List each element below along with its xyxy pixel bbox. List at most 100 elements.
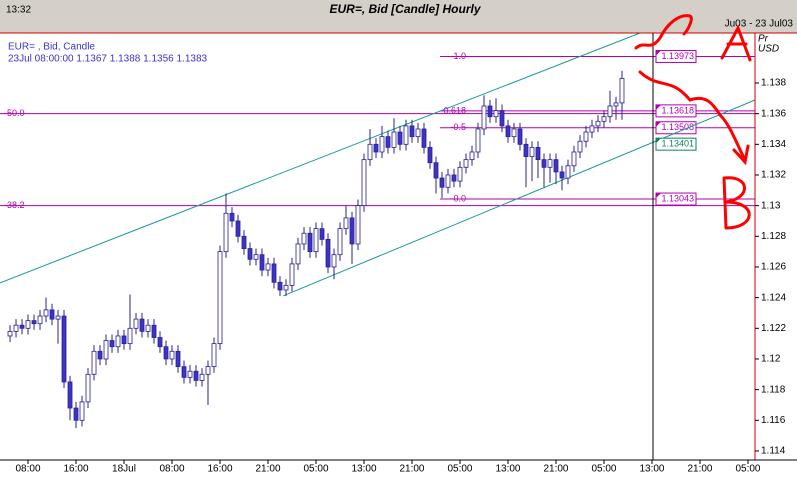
candle-body (355, 205, 361, 245)
x-tick-label: 05:00 (735, 464, 760, 475)
price-box (655, 192, 697, 206)
y-tick-label: 1.132 (761, 170, 786, 181)
candle-body (13, 324, 19, 332)
candle-body (121, 335, 127, 345)
candle-body (589, 125, 595, 133)
candle-body (319, 228, 325, 240)
x-tick-label: 16:00 (64, 464, 89, 475)
candle-body (25, 320, 31, 329)
x-tick-label: 21:00 (255, 464, 280, 475)
y-tick-label: 1.122 (761, 323, 786, 334)
candle-body (535, 146, 541, 161)
candle-body (163, 346, 169, 360)
candle-body (133, 318, 139, 329)
x-tick-label: 13:00 (639, 464, 664, 475)
y-tick-label: 1.124 (761, 292, 786, 303)
candle-body (547, 159, 553, 168)
candle-body (505, 125, 511, 138)
fib-label: -0.0 (450, 193, 466, 203)
y-tick-label: 1.138 (761, 78, 786, 89)
candle-body (277, 281, 283, 291)
price-box-marker (656, 104, 661, 110)
candle-body (169, 350, 175, 360)
red-annotations (634, 14, 752, 230)
candle-body (325, 238, 331, 268)
fib-label: -0.618 (440, 105, 466, 115)
candle-body (151, 324, 157, 338)
x-tick-label: 08:00 (16, 464, 41, 475)
candle-body (313, 228, 319, 253)
candle-body (463, 159, 469, 168)
x-tick-label: 13:00 (495, 464, 520, 475)
y-tick-label: 1.128 (761, 231, 786, 242)
candle-body (145, 324, 151, 332)
candle-body (43, 309, 49, 317)
candle-body (619, 77, 625, 104)
candle-body (445, 174, 451, 188)
candle-body (475, 128, 481, 153)
x-tick-label: 18Jul (112, 464, 136, 475)
candle-body (343, 217, 349, 230)
candle-body (265, 263, 271, 271)
candle-body (127, 327, 133, 345)
candle-body (595, 120, 601, 127)
candle-body (571, 151, 577, 167)
letter-b (722, 176, 751, 230)
legend-last: 23Jul 08:00:00 1.1367 1.1388 1.1356 1.13… (8, 54, 208, 65)
candle-body (457, 166, 463, 182)
candle-body (115, 335, 121, 348)
candle-body (91, 350, 97, 375)
candle-body (85, 373, 91, 403)
candle-body (289, 263, 295, 286)
fib-label: -1.0 (450, 51, 466, 61)
candle-body (175, 350, 181, 368)
candle-body (67, 381, 73, 409)
candle-body (61, 315, 67, 383)
squiggle-down (638, 70, 750, 166)
x-tick-label: 16:00 (207, 464, 232, 475)
unit-line: Pr (758, 34, 769, 45)
plot-layer: -50.0 -38.2 -1.0 1.13973 -0.618 1.13618 -0.5 1.… (0, 32, 756, 428)
candle-body (223, 212, 229, 253)
y-tick-label: 1.13 (761, 200, 781, 211)
x-tick-label: 21:00 (543, 464, 568, 475)
x-tick-label: 08:00 (159, 464, 184, 475)
price-box-marker (656, 138, 661, 144)
price-box-marker (656, 50, 661, 56)
candle-body (409, 125, 415, 138)
price-box-marker (656, 193, 661, 199)
candle-body (181, 366, 187, 378)
candle-body (541, 159, 547, 168)
candle-body (79, 401, 85, 421)
candle-body (607, 105, 613, 118)
squiggle-up (634, 14, 693, 50)
clock: 13:32 (6, 5, 31, 16)
price-box-marker (656, 121, 661, 127)
x-tick-label: 21:00 (399, 464, 424, 475)
candle-body (205, 366, 211, 375)
candle-body (583, 131, 589, 142)
unit-line: USD (758, 44, 779, 55)
candle-body (295, 243, 301, 265)
y-tick-label: 1.134 (761, 139, 786, 150)
retracement-label: -50.0 (4, 108, 25, 118)
candle-body (271, 263, 277, 283)
candle-body (493, 110, 499, 118)
x-tick-label: 21:00 (687, 464, 712, 475)
candle-body (523, 143, 529, 157)
candle-body (565, 165, 571, 179)
candle-body (307, 232, 313, 253)
price-box-label: 1.13043 (661, 193, 694, 203)
x-tick-label: 13:00 (351, 464, 376, 475)
x-tick-label: 05:00 (303, 464, 328, 475)
candle-body (379, 136, 385, 153)
candle-body (253, 254, 259, 260)
candle-body (187, 370, 193, 378)
candle-body (259, 254, 265, 271)
price-box (655, 49, 697, 63)
candle-body (283, 284, 289, 291)
candle-body (103, 340, 109, 360)
candle-body (37, 315, 43, 325)
y-tick-label: 1.136 (761, 108, 786, 119)
title: EUR=, Bid [Candle] Hourly (329, 2, 481, 16)
